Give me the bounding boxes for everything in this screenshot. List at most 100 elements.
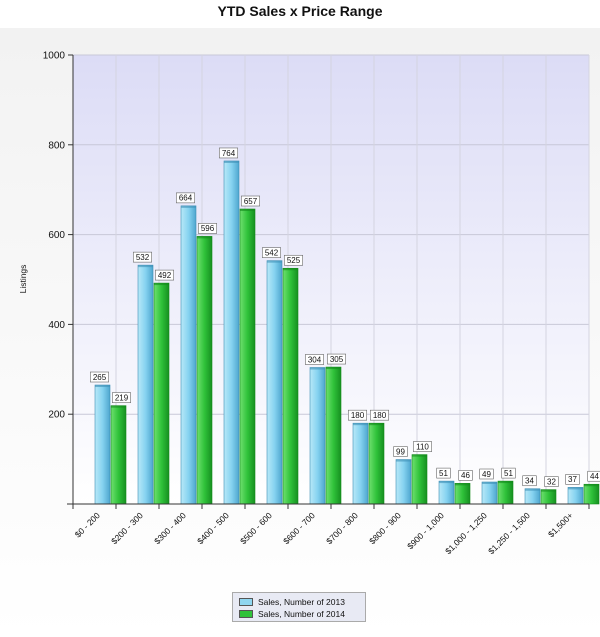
y-tick-label: 400 bbox=[48, 320, 65, 331]
bar-2014 bbox=[583, 483, 600, 505]
bar-2014 bbox=[411, 454, 428, 505]
bar-2014 bbox=[454, 483, 471, 505]
chart-title: YTD Sales x Price Range bbox=[217, 3, 383, 19]
y-tick-label: 200 bbox=[48, 410, 65, 421]
bar-2014 bbox=[325, 366, 342, 505]
bar-2014 bbox=[497, 480, 514, 505]
value-label-box bbox=[587, 470, 600, 482]
legend-swatch-2014 bbox=[239, 610, 253, 618]
bars bbox=[94, 160, 600, 505]
bar-cap bbox=[353, 423, 368, 426]
bar-cap bbox=[326, 367, 341, 370]
bar-2013 bbox=[481, 481, 498, 505]
y-tick-label: 600 bbox=[48, 230, 65, 241]
legend-swatch-2013 bbox=[239, 598, 253, 606]
value-label: 110 bbox=[416, 442, 429, 451]
bar-cap bbox=[154, 283, 169, 286]
bar-cap bbox=[541, 489, 556, 492]
value-label-box bbox=[198, 223, 218, 234]
value-label: 34 bbox=[525, 477, 534, 486]
value-label-box bbox=[458, 470, 473, 481]
bar-cap bbox=[267, 260, 282, 263]
value-label-box bbox=[565, 474, 580, 485]
bar-2014 bbox=[110, 405, 127, 505]
bar-cap bbox=[498, 481, 513, 484]
bar-cap bbox=[525, 488, 540, 491]
value-label: 532 bbox=[136, 253, 150, 262]
bar-cap bbox=[197, 236, 212, 239]
y-tick-label: 1000 bbox=[43, 51, 66, 62]
value-label: 764 bbox=[222, 149, 236, 158]
value-label: 46 bbox=[461, 471, 470, 480]
bar-cap bbox=[584, 484, 599, 487]
bar-2013 bbox=[567, 487, 584, 505]
legend-item-2013: Sales, Number of 2013 bbox=[239, 596, 365, 608]
value-label: 44 bbox=[590, 472, 599, 481]
bar-cap bbox=[138, 265, 153, 268]
y-axis-title: Listings bbox=[18, 265, 28, 294]
legend-item-2014: Sales, Number of 2014 bbox=[239, 608, 365, 620]
bar-2013 bbox=[94, 384, 111, 505]
value-label: 99 bbox=[396, 447, 405, 456]
value-label-box bbox=[112, 392, 132, 403]
value-labels: 265 219 532 492 664 596 764 657 542 525 304 305 180 1… bbox=[90, 147, 600, 487]
bar-2013 bbox=[438, 480, 455, 505]
value-label: 596 bbox=[201, 224, 215, 233]
value-label-box bbox=[369, 409, 389, 421]
bar-cap bbox=[95, 385, 110, 388]
legend-label-2013: Sales, Number of 2013 bbox=[258, 597, 345, 607]
legend: Sales, Number of 2013 Sales, Number of 2… bbox=[232, 592, 366, 622]
value-label-box bbox=[176, 192, 196, 204]
bar-cap bbox=[455, 483, 470, 486]
value-label-box bbox=[261, 247, 281, 258]
bar-2014 bbox=[239, 208, 256, 505]
bar-2013 bbox=[223, 160, 240, 505]
bar-2014 bbox=[153, 282, 170, 505]
value-label-box bbox=[479, 468, 494, 480]
value-label-box bbox=[412, 441, 432, 452]
value-label-box bbox=[522, 475, 537, 487]
value-label: 219 bbox=[115, 393, 129, 402]
value-label: 51 bbox=[439, 469, 448, 478]
bar-2013 bbox=[137, 264, 154, 505]
bar-cap bbox=[283, 268, 298, 271]
value-label: 304 bbox=[308, 355, 322, 364]
bar-cap bbox=[482, 481, 497, 484]
bar-cap bbox=[568, 487, 583, 490]
value-label-box bbox=[219, 147, 239, 159]
bar-cap bbox=[111, 405, 126, 408]
bar-2014 bbox=[368, 422, 385, 505]
value-label-box bbox=[393, 446, 408, 457]
value-label: 32 bbox=[547, 477, 556, 486]
bar-cap bbox=[240, 209, 255, 212]
value-label-box bbox=[283, 254, 303, 266]
bar-cap bbox=[310, 367, 325, 370]
value-label-box bbox=[326, 353, 346, 365]
bar-2013 bbox=[309, 367, 326, 505]
bar-2013 bbox=[395, 459, 412, 505]
value-label: 180 bbox=[373, 411, 387, 420]
value-label-box bbox=[241, 195, 261, 207]
value-label: 525 bbox=[287, 256, 301, 265]
bar-2013 bbox=[524, 488, 541, 505]
legend-label-2014: Sales, Number of 2014 bbox=[258, 609, 345, 619]
value-label: 49 bbox=[482, 470, 491, 479]
value-label-box bbox=[304, 354, 324, 365]
bar-2013 bbox=[180, 205, 197, 505]
value-label: 305 bbox=[330, 355, 344, 364]
bar-2013 bbox=[352, 422, 369, 505]
value-label-box bbox=[90, 371, 110, 383]
y-tick-label: 800 bbox=[48, 140, 65, 151]
value-label-box bbox=[133, 251, 153, 263]
bar-cap bbox=[412, 454, 427, 457]
value-label: 180 bbox=[351, 411, 365, 420]
value-label-box bbox=[347, 409, 367, 421]
bar-2013 bbox=[266, 260, 283, 505]
value-label: 542 bbox=[265, 248, 279, 257]
value-label-box bbox=[155, 269, 175, 281]
bar-2014 bbox=[196, 236, 213, 505]
value-label: 51 bbox=[504, 469, 513, 478]
value-label-box bbox=[436, 467, 451, 479]
bar-cap bbox=[396, 459, 411, 462]
